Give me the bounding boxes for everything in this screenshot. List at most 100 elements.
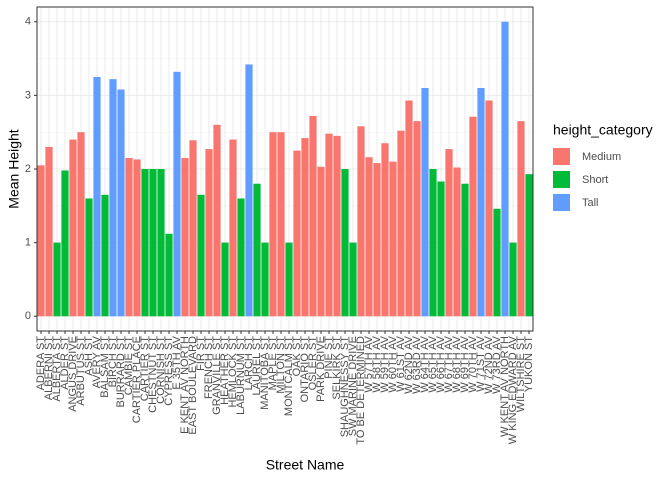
x-axis-title: Street Name (266, 457, 345, 473)
x-tick-label: W 71ST AV (475, 335, 487, 392)
legend-key (553, 148, 570, 165)
x-tick-label: BIRCH ST (107, 336, 119, 388)
x-tick-label: GRANVILLE ST (211, 336, 223, 415)
y-tick-label: 3 (25, 89, 31, 101)
x-tick-label: LABURNUM ST (235, 336, 247, 415)
x-tick-label: CORNISH ST (155, 336, 167, 404)
bar (493, 208, 501, 317)
bar (325, 133, 333, 317)
bar (93, 76, 101, 317)
bar (333, 135, 341, 317)
x-tick-label: ALDER ST (59, 336, 71, 390)
bar (397, 130, 405, 317)
bar (69, 139, 77, 317)
x-tick-label: MANITOBA ST (259, 336, 271, 410)
y-axis-title: Mean Height (6, 129, 22, 208)
x-tick-label: ASH ST (83, 336, 95, 376)
bar (293, 150, 301, 317)
bar (173, 71, 181, 317)
x-tick-label: AVERY AV (91, 335, 103, 388)
bar (77, 132, 85, 317)
bar (309, 115, 317, 317)
x-tick-label: W 73RD AV (491, 335, 503, 394)
x-tick-label: CARTIER PLACE (131, 336, 143, 423)
bar (229, 139, 237, 317)
bar (445, 149, 453, 317)
x-tick-label: W KING EDWARD AV (507, 335, 519, 444)
bar (429, 169, 437, 317)
x-tick-label: LARCH ST (243, 336, 255, 391)
bar (237, 198, 245, 317)
x-tick-label: OSLER ST (307, 336, 319, 391)
y-tick-label: 2 (25, 163, 31, 175)
bar (317, 166, 325, 317)
y-tick-label: 0 (25, 310, 31, 322)
bar (485, 100, 493, 317)
bar (261, 242, 269, 317)
bar (253, 183, 261, 317)
x-tick-label: CAMBIE ST (123, 336, 135, 396)
x-tick-label: W 57TH AV (363, 335, 375, 392)
bar (405, 100, 413, 317)
x-tick-label: W KENT AV NORTH (499, 336, 511, 437)
bar (205, 149, 213, 317)
panel-border (36, 6, 534, 332)
y-tick-label: 4 (25, 16, 31, 28)
x-tick-label: FRENCH ST (203, 336, 215, 399)
bar (245, 64, 253, 317)
bar (365, 157, 373, 317)
x-tick-label: W 72ND AV (483, 335, 495, 394)
x-tick-label: W 66TH AV (435, 335, 447, 392)
bar (461, 183, 469, 317)
bar (269, 132, 277, 317)
x-tick-label: OAK ST (291, 336, 303, 377)
x-tick-label: W 64TH AV (419, 335, 431, 392)
bar (357, 126, 365, 317)
bar (341, 169, 349, 317)
bar (181, 157, 189, 317)
bar (453, 167, 461, 317)
x-tick-label: E KENT AV NORTH (179, 336, 191, 434)
bar (285, 242, 293, 317)
x-tick-label: W 58TH AV (371, 335, 383, 392)
x-tick-label: ALBERNI ST (43, 336, 55, 400)
bar (389, 161, 397, 317)
x-tick-label: MONTCALM ST (283, 336, 295, 416)
bar (37, 165, 45, 317)
x-tick-label: ADERA ST (35, 336, 47, 391)
bar (277, 132, 285, 317)
bar (45, 146, 53, 317)
x-tick-label: W 63RD AV (411, 335, 423, 394)
x-tick-label: EAST BOULEVARD (187, 336, 199, 435)
x-tick-label: HEMLOCK ST (227, 336, 239, 408)
bar (301, 138, 309, 317)
x-tick-label: PINE ST (323, 336, 335, 379)
x-tick-label: ANGUS DRIVE (67, 336, 79, 412)
x-tick-label: W 65TH AV (427, 335, 439, 392)
x-tick-label: BALSAM ST (99, 336, 111, 398)
bar (421, 88, 429, 317)
x-tick-label: W 60TH AV (387, 335, 399, 392)
bar (61, 170, 69, 317)
x-tick-label: SELKIRK ST (331, 336, 343, 400)
bar (117, 89, 125, 317)
bar (157, 169, 165, 317)
bar (517, 121, 525, 317)
legend-key (553, 171, 570, 188)
x-tick-label: BURRARD ST (115, 336, 127, 408)
bar (165, 233, 173, 317)
y-tick-label: 1 (25, 237, 31, 249)
bar (85, 198, 93, 317)
bar (221, 242, 229, 317)
x-tick-label: MAPLE ST (267, 336, 279, 391)
x-tick-label: YUKON ST (523, 336, 535, 393)
bar (197, 194, 205, 317)
x-tick-label: SW MARINE DRIVE (347, 336, 359, 436)
x-tick-label: CARTIER ST (139, 336, 151, 401)
x-tick-label: CYPRESS ST (163, 336, 175, 406)
x-tick-label: W 69TH AV (459, 335, 471, 392)
x-tick-label: HEATHER ST (219, 336, 231, 405)
bar (149, 169, 157, 317)
x-tick-label: W 70TH AV (467, 335, 479, 392)
